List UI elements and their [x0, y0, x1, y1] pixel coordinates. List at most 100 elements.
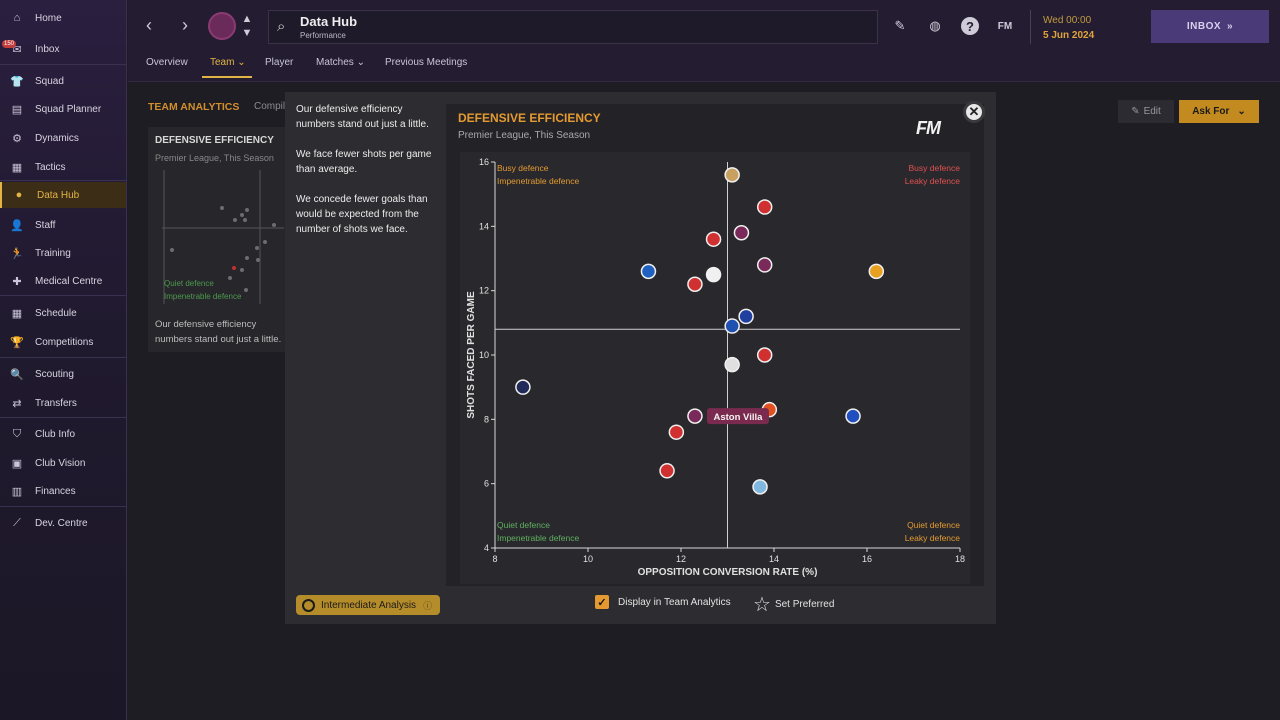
sidebar-item-staff[interactable]: 👤 Staff — [0, 212, 126, 238]
team-crest-point — [756, 199, 773, 215]
sidebar-item-label: Squad Planner — [35, 103, 102, 115]
sidebar-item-inbox[interactable]: ✉ Inbox 150 — [0, 36, 126, 62]
date-display[interactable]: Wed 00:00 5 Jun 2024 — [1030, 10, 1140, 44]
mini-label-quiet: Quiet defence — [164, 279, 214, 288]
club-crest[interactable] — [208, 12, 236, 40]
team-crest-point — [687, 408, 703, 424]
mini-chart-point — [228, 276, 232, 280]
team-crest-point — [738, 308, 754, 325]
team-crest-point — [756, 257, 773, 273]
tab-overview[interactable]: Overview — [146, 57, 188, 68]
sidebar-item-finances[interactable]: ▥ Finances — [0, 478, 126, 504]
globe-icon[interactable]: ◍ — [929, 18, 941, 33]
scatter-plot: 8 10 12 14 16 18 4 6 8 10 12 14 16 OPPOSITION CONVERS… — [460, 152, 970, 584]
scouting-icon: 🔍 — [10, 368, 24, 381]
y-tick-label: 12 — [479, 286, 489, 296]
forward-button[interactable]: › — [182, 14, 188, 35]
x-tick-label: 10 — [583, 554, 593, 564]
team-crest-point — [687, 276, 703, 292]
chevron-down-icon[interactable]: ▼ — [241, 27, 253, 39]
sidebar-item-dev-centre[interactable]: ⟋ Dev. Centre — [0, 510, 126, 536]
x-tick-label: 8 — [492, 554, 497, 564]
chart-panel: DEFENSIVE EFFICIENCY Premier League, Thi… — [446, 101, 985, 586]
dev-centre-icon: ⟋ — [13, 516, 21, 529]
sidebar-item-medical-centre[interactable]: ✚ Medical Centre — [0, 268, 126, 294]
date-day: 5 Jun 2024 — [1043, 30, 1095, 41]
team-crest-point — [515, 379, 531, 395]
intermediate-analysis-button[interactable]: Intermediate Analysis ⓘ — [296, 595, 440, 615]
sidebar-item-data-hub[interactable]: ● Data Hub — [0, 182, 126, 208]
sidebar-item-tactics[interactable]: ▦ Tactics — [0, 154, 126, 180]
staff-icon: 👤 — [10, 219, 24, 232]
date-time: Wed 00:00 — [1043, 15, 1092, 26]
pencil-icon[interactable]: ✎ — [894, 18, 906, 33]
mini-chart-point — [220, 206, 224, 210]
sidebar-item-dynamics[interactable]: ⚙ Dynamics — [0, 125, 126, 151]
y-tick-label: 6 — [484, 479, 489, 489]
sidebar-item-home[interactable]: ⌂ Home — [0, 5, 126, 31]
chevron-down-icon: ⌄ — [237, 57, 246, 68]
sidebar-item-schedule[interactable]: ▦ Schedule — [0, 300, 126, 326]
sidebar-item-label: Staff — [35, 219, 56, 231]
x-tick-label: 18 — [955, 554, 965, 564]
sidebar-item-label: Training — [35, 247, 71, 259]
double-chevron-icon: » — [1227, 21, 1234, 32]
inbox-button[interactable]: INBOX » — [1151, 10, 1269, 43]
team-crest-point — [705, 231, 722, 247]
analysis-paragraph: Our defensive efficiency numbers stand o… — [296, 104, 429, 130]
sidebar-divider — [0, 295, 126, 296]
plot-background — [460, 152, 970, 584]
sidebar-item-label: Transfers — [35, 397, 77, 409]
mini-chart-point — [243, 218, 247, 222]
highlight-team-label: Aston Villa — [713, 412, 763, 423]
sidebar-item-competitions[interactable]: 🏆 Competitions — [0, 329, 126, 355]
quadrant-label: Quiet defence — [907, 520, 960, 530]
display-in-team-analytics-checkbox[interactable]: ✓ Display in Team Analytics — [595, 595, 731, 609]
sidebar-item-squad[interactable]: 👕 Squad — [0, 68, 126, 94]
tab-team[interactable]: Team ⌄ — [210, 57, 246, 68]
sidebar-divider — [0, 357, 126, 358]
highlight-label-bg — [706, 408, 769, 425]
edit-button[interactable]: ✎ Edit — [1118, 100, 1174, 123]
search-field[interactable]: ⌕ Data Hub Performance — [268, 10, 878, 44]
chevron-up-icon[interactable]: ▲ — [241, 13, 253, 25]
sidebar-item-training[interactable]: 🏃 Training — [0, 240, 126, 266]
quadrant-label: Busy defence — [908, 163, 960, 173]
set-preferred-button[interactable]: ☆ Set Preferred — [753, 592, 834, 617]
tab-matches[interactable]: Matches ⌄ — [316, 57, 365, 68]
sidebar-divider — [0, 180, 126, 181]
mini-chart-point — [170, 248, 174, 252]
sidebar-item-club-info[interactable]: ⛉ Club Info — [0, 421, 126, 447]
medical-icon: ✚ — [12, 275, 22, 288]
mini-chart-point — [232, 266, 236, 270]
sidebar-item-club-vision[interactable]: ▣ Club Vision — [0, 450, 126, 476]
team-crest-point — [868, 263, 885, 280]
sidebar-item-squad-planner[interactable]: ▤ Squad Planner — [0, 96, 126, 122]
sidebar-item-transfers[interactable]: ⇄ Transfers — [0, 390, 126, 416]
back-button[interactable]: ‹ — [146, 14, 152, 35]
pencil-icon: ✎ — [1131, 106, 1140, 117]
fm-menu-icon[interactable]: FM — [997, 20, 1013, 32]
mini-chart-point — [263, 240, 267, 244]
mini-chart-point — [245, 256, 249, 260]
ask-for-button[interactable]: Ask For ⌄ — [1179, 100, 1259, 123]
sidebar: ⌂ Home ✉ Inbox 150 👕 Squad ▤ Squad Planner ⚙ Dynam… — [0, 0, 127, 720]
sub-navigation: Overview Team ⌄ Player Matches ⌄ Previou… — [128, 52, 1280, 82]
active-tab-indicator — [202, 76, 252, 78]
x-tick-label: 16 — [862, 554, 872, 564]
close-button[interactable]: ✕ — [963, 101, 985, 123]
team-analytics-title: TEAM ANALYTICS — [148, 101, 240, 113]
tab-previous-meetings[interactable]: Previous Meetings — [385, 57, 468, 68]
home-icon: ⌂ — [13, 12, 21, 24]
help-icon[interactable]: ? — [961, 17, 979, 35]
defensive-efficiency-card[interactable]: DEFENSIVE EFFICIENCY Premier League, Thi… — [148, 127, 288, 352]
card-subtitle: Premier League, This Season — [155, 153, 274, 163]
tab-player[interactable]: Player — [265, 57, 294, 68]
sidebar-item-scouting[interactable]: 🔍 Scouting — [0, 361, 126, 387]
club-vision-icon: ▣ — [11, 457, 23, 470]
sidebar-item-label: Squad — [35, 75, 64, 87]
info-icon: ⓘ — [423, 600, 433, 611]
page-title: Data Hub — [300, 14, 358, 29]
y-tick-label: 10 — [479, 350, 489, 360]
display-label: Display in Team Analytics — [618, 596, 731, 608]
